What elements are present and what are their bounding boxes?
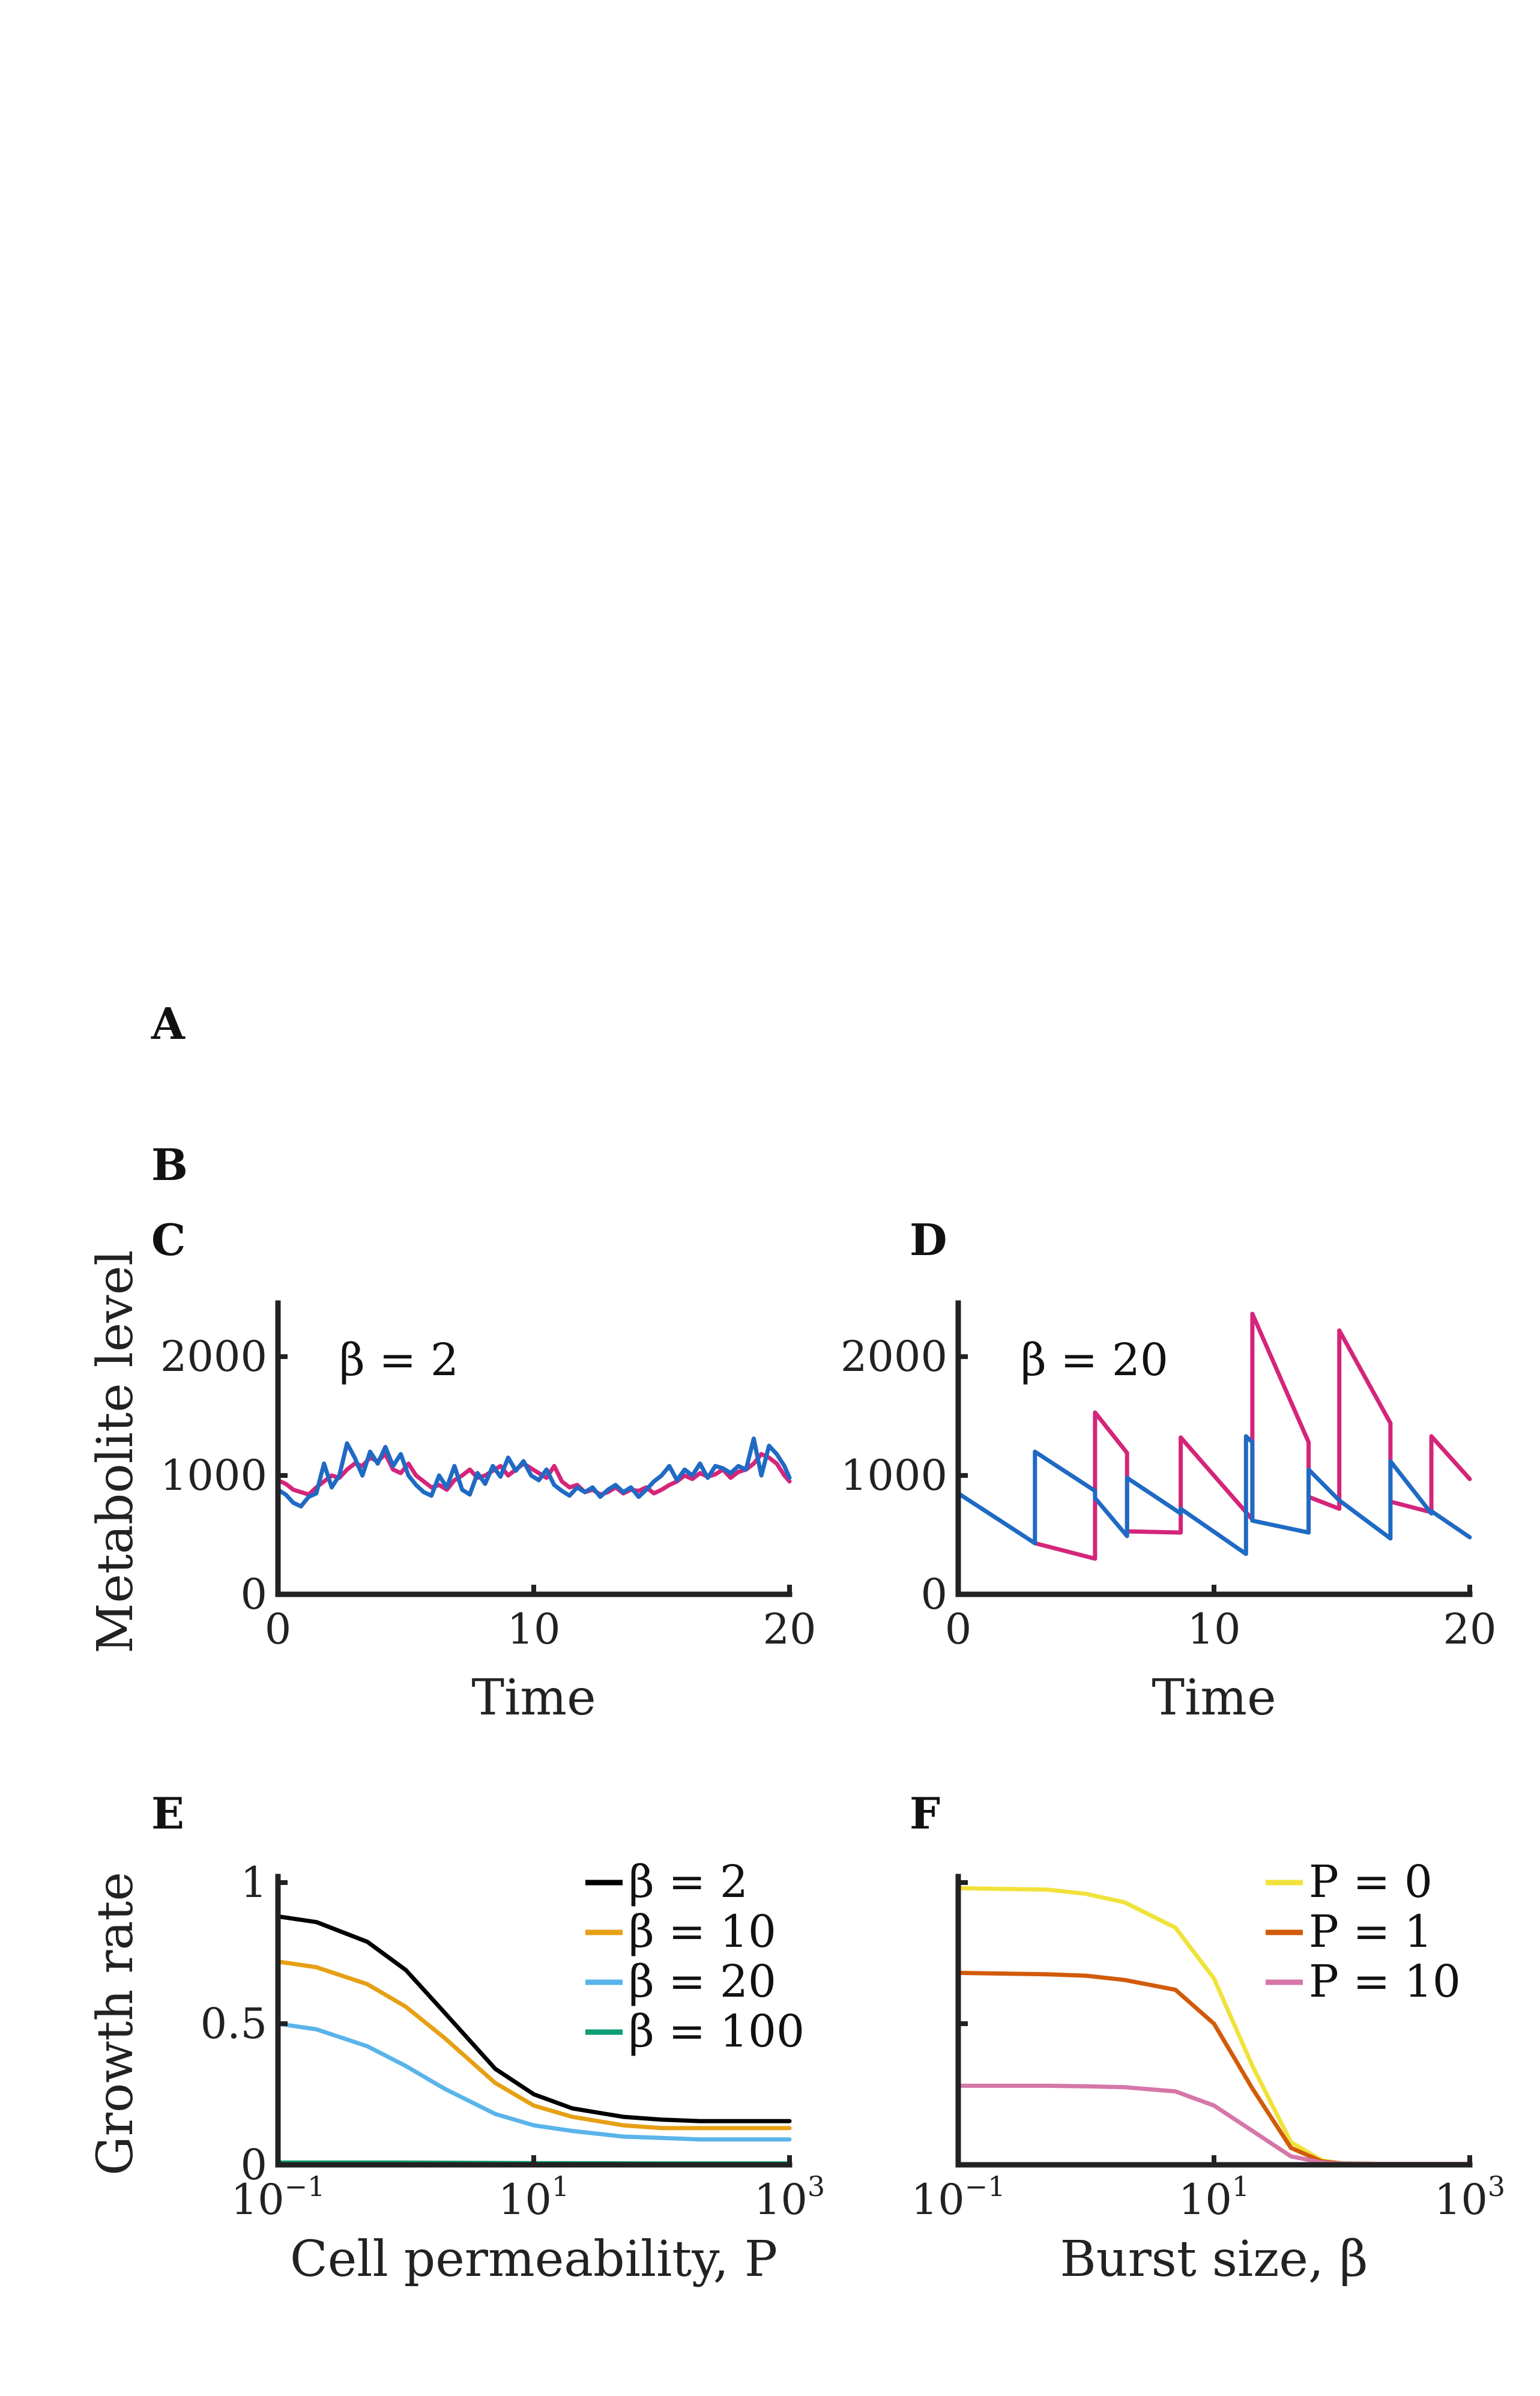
chart-e: 10−1 101 103 0 0.5 1 Cell permeability, P Growt… <box>87 1856 825 2288</box>
y-tick-label-e: 0.5 <box>201 1999 267 2048</box>
x-tick-label-d: 0 <box>945 1605 972 1654</box>
x-tick-label-c: 10 <box>507 1605 560 1654</box>
legend-label-e-2: β = 10 <box>629 1906 776 1958</box>
chart-f: 10−1 101 103 Burst size, β P = 0P = 1P = 10 <box>911 1856 1506 2288</box>
y-tick-label-e: 1 <box>240 1858 267 1907</box>
series-line-e-2 <box>276 1959 792 2131</box>
panel-label-d: D <box>910 1214 947 1265</box>
legend-label-f-2: P = 1 <box>1309 1906 1433 1958</box>
y-tick-label-d: 2000 <box>841 1332 947 1381</box>
panel-label-c: C <box>151 1214 186 1265</box>
x-tick-label-f: 103 <box>1434 2170 1505 2224</box>
panel-label-e: E <box>151 1788 184 1839</box>
x-tick-label-e: 103 <box>754 2170 825 2224</box>
series-line-e-3 <box>276 2021 792 2142</box>
panel-label-a: A <box>151 998 186 1049</box>
x-axis-title-f: Burst size, β <box>1060 2231 1368 2288</box>
chart-c: 0 10 20 0 1000 2000 Time Metabolite level β = 2 <box>87 1250 817 1726</box>
y-axis-title-c: Metabolite level <box>87 1250 144 1653</box>
series-line-d-2 <box>956 1434 1472 1556</box>
annotation-d: β = 20 <box>1021 1334 1168 1386</box>
x-tick-label-d: 10 <box>1187 1605 1240 1654</box>
series-line-d-1 <box>1033 1311 1472 1561</box>
legend-label-e-3: β = 20 <box>629 1956 776 2007</box>
x-tick-label-e: 101 <box>498 2170 569 2224</box>
x-tick-label-f: 10−1 <box>911 2170 1006 2224</box>
y-axis-title-e: Growth rate <box>87 1872 144 2176</box>
annotation-c: β = 2 <box>339 1334 459 1386</box>
y-tick-label-c: 2000 <box>160 1332 267 1381</box>
legend-label-e-4: β = 100 <box>629 2006 805 2057</box>
legend-label-f-3: P = 10 <box>1309 1956 1461 2007</box>
x-axis-title-d: Time <box>1152 1669 1276 1726</box>
series-line-c-2 <box>276 1436 792 1508</box>
y-tick-label-d: 1000 <box>841 1451 947 1500</box>
y-tick-label-c: 1000 <box>160 1451 267 1500</box>
y-tick-label-e: 0 <box>240 2140 267 2189</box>
x-tick-label-d: 20 <box>1443 1605 1496 1654</box>
series-line-e-1 <box>276 1914 792 2123</box>
panel-label-f: F <box>910 1788 940 1839</box>
x-tick-label-c: 20 <box>762 1605 816 1654</box>
legend-label-f-1: P = 0 <box>1309 1856 1433 1908</box>
x-axis-title-c: Time <box>471 1669 596 1726</box>
y-tick-label-c: 0 <box>240 1570 267 1619</box>
x-tick-label-c: 0 <box>265 1605 292 1654</box>
legend-label-e-1: β = 2 <box>629 1856 748 1908</box>
x-axis-title-e: Cell permeability, P <box>290 2231 778 2288</box>
x-tick-label-f: 101 <box>1179 2170 1249 2224</box>
y-tick-label-d: 0 <box>920 1570 947 1619</box>
panel-label-b: B <box>151 1139 188 1190</box>
x-tick-label-e: 10−1 <box>231 2170 325 2224</box>
chart-d: 0 10 20 0 1000 2000 Time β = 20 <box>841 1300 1497 1726</box>
